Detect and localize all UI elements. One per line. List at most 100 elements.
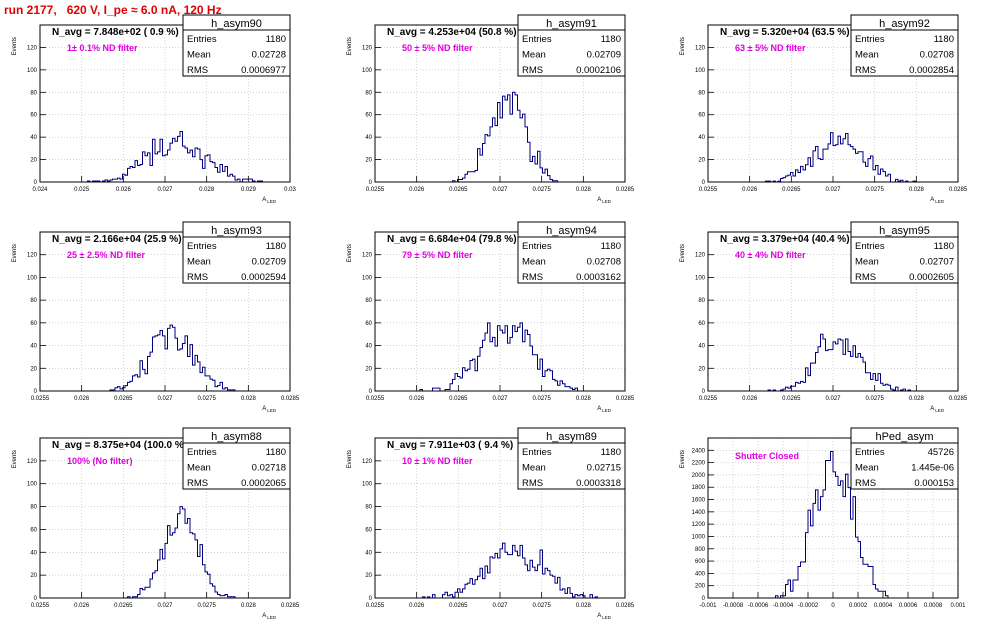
y-axis-title: Events [347,244,353,262]
y-tick-label: 80 [30,505,37,511]
x-tick-label: -0.001 [699,603,717,609]
stats-box: h_asym88 Entries 1180 Mean 0.02718 RMS 0.00020… [182,427,291,490]
x-tick-label: 0.026 [74,396,90,402]
y-tick-label: 20 [365,366,372,372]
x-axis-title-main: A [597,613,601,619]
y-axis-title: Events [12,37,18,55]
x-axis-title-sub: LED [267,615,277,620]
y-tick-label: 20 [30,573,37,579]
stats-key: Entries [855,447,885,458]
y-tick-label: 120 [27,45,38,51]
histogram-name: h_asym89 [546,431,597,443]
x-tick-label: 0.027 [492,396,508,402]
n-avg-header: N_avg = 4.253e+04 (50.8 %) [387,27,517,38]
stats-value: 0.02708 [587,257,621,268]
x-axis-title-main: A [930,406,934,412]
stats-value: 1.445e-06 [911,463,954,474]
filter-label: Shutter Closed [735,451,799,461]
x-axis-title: ALED [930,406,945,413]
histogram-panel-h_asym91: 0.0255 0.026 0.0265 0.027 0.0275 0.028 0.0285 0… [347,14,635,204]
stats-value: 1180 [266,447,286,458]
x-tick-label: 0.0265 [114,396,133,402]
x-tick-label: 0.026 [74,603,90,609]
x-tick-label: 0.026 [742,187,758,193]
stats-key: Entries [855,34,885,45]
x-tick-label: 0.0006 [899,603,918,609]
y-tick-label: 400 [695,571,706,577]
x-tick-label: 0.024 [32,187,48,193]
x-tick-label: 0.0255 [699,187,718,193]
histogram-name: h_asym95 [879,225,930,237]
x-axis-title-sub: LED [267,199,277,204]
x-axis-title-main: A [597,197,601,203]
histogram-panel-hPed_asym: -0.001 -0.0008 -0.0006 -0.0004 -0.0002 0 0.000… [680,427,966,609]
x-tick-label: 0.0255 [31,396,50,402]
x-tick-label: 0.0285 [281,396,300,402]
y-tick-label: 2400 [692,448,706,454]
stats-value: 0.02709 [252,257,286,268]
x-axis-title: ALED [597,406,612,413]
x-tick-label: 0.027 [157,603,173,609]
stats-key: Mean [522,50,546,61]
x-tick-label: -0.0004 [773,603,794,609]
stats-key: RMS [855,272,876,283]
stats-value: 0.0003162 [576,272,621,283]
x-tick-label: -0.0006 [748,603,769,609]
run-title: run 2177, 620 V, I_pe ≈ 6.0 nA, 120 Hz [4,3,222,17]
x-tick-label: 0.0275 [197,603,216,609]
stats-value: 0.0002605 [909,272,954,283]
x-tick-label: 0.026 [409,187,425,193]
stats-key: RMS [522,65,543,76]
x-tick-label: 0.0265 [449,396,468,402]
stats-key: Entries [855,241,885,252]
y-tick-label: 1400 [692,510,706,516]
stats-value: 0.02707 [920,257,954,268]
x-tick-label: -0.0002 [798,603,819,609]
x-axis-title: ALED [262,406,277,413]
y-tick-label: 2000 [692,473,706,479]
x-axis-title-sub: LED [267,408,277,413]
x-tick-label: 0.026 [116,187,132,193]
y-tick-label: 80 [30,298,37,304]
x-tick-label: 0.027 [825,187,841,193]
y-axis-title: Events [347,450,353,468]
x-tick-label: 0.029 [241,187,257,193]
y-axis-title: Events [680,450,686,468]
x-tick-label: 0.0255 [366,396,385,402]
x-axis-title-main: A [930,197,934,203]
histogram-name: hPed_asym [875,431,933,443]
y-tick-label: 0 [702,180,706,186]
x-tick-label: 0.026 [742,396,758,402]
x-tick-label: 0.0275 [197,396,216,402]
y-tick-label: 40 [365,550,372,556]
y-tick-label: 200 [695,584,706,590]
n-avg-header: N_avg = 7.911e+03 ( 9.4 %) [387,440,513,451]
x-tick-label: 0.0265 [449,603,468,609]
stats-value: 0.0003318 [576,478,621,489]
x-tick-label: 0.0008 [924,603,943,609]
x-tick-label: 0.0255 [31,603,50,609]
x-tick-label: 0.0285 [616,187,635,193]
stats-key: Entries [187,241,217,252]
y-tick-label: 60 [365,321,372,327]
stats-box: h_asym93 Entries 1180 Mean 0.02709 RMS 0.00025… [182,221,291,284]
x-axis-title: ALED [597,613,612,620]
x-tick-label: 0.0285 [949,396,968,402]
y-tick-label: 40 [365,344,372,350]
stats-key: RMS [855,65,876,76]
n-avg-header: N_avg = 8.375e+04 (100.0 %) [52,440,187,451]
x-axis-title-sub: LED [935,199,945,204]
stats-key: RMS [522,272,543,283]
y-tick-label: 60 [698,321,705,327]
stats-value: 1180 [601,34,621,45]
stats-key: Mean [522,463,546,474]
y-tick-label: 80 [365,505,372,511]
stats-value: 1180 [934,241,954,252]
histogram-name: h_asym94 [546,225,597,237]
histogram-line [375,542,625,599]
y-tick-label: 0 [702,389,706,395]
y-tick-label: 20 [365,573,372,579]
y-tick-label: 100 [27,68,38,74]
y-tick-label: 100 [27,275,38,281]
x-tick-label: 0.027 [157,187,173,193]
